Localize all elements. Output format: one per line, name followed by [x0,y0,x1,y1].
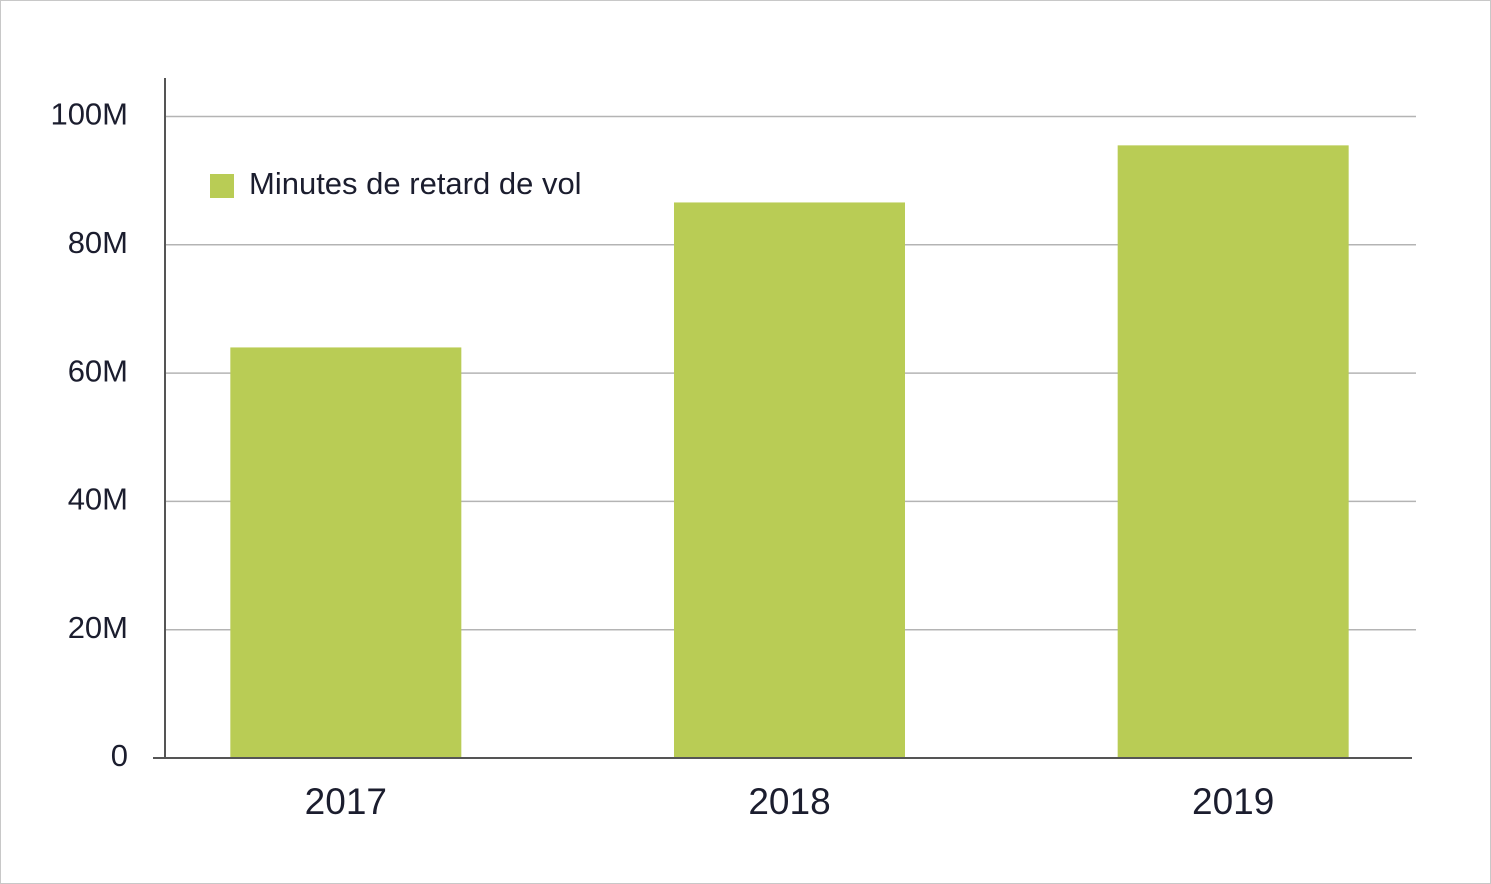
bar [674,202,905,759]
x-tick-label: 2019 [1192,781,1274,822]
y-tick-label: 40M [68,482,128,517]
legend-label: Minutes de retard de vol [249,166,582,201]
legend-swatch [210,174,234,198]
y-tick-label: 20M [68,610,128,645]
y-tick-label: 60M [68,353,128,388]
x-tick-label: 2017 [305,781,387,822]
x-tick-label: 2018 [748,781,830,822]
y-tick-label: 0 [111,738,128,773]
bar [230,347,462,758]
bar [1117,145,1349,758]
y-tick-label: 100M [50,97,128,132]
y-tick-label: 80M [68,225,128,260]
